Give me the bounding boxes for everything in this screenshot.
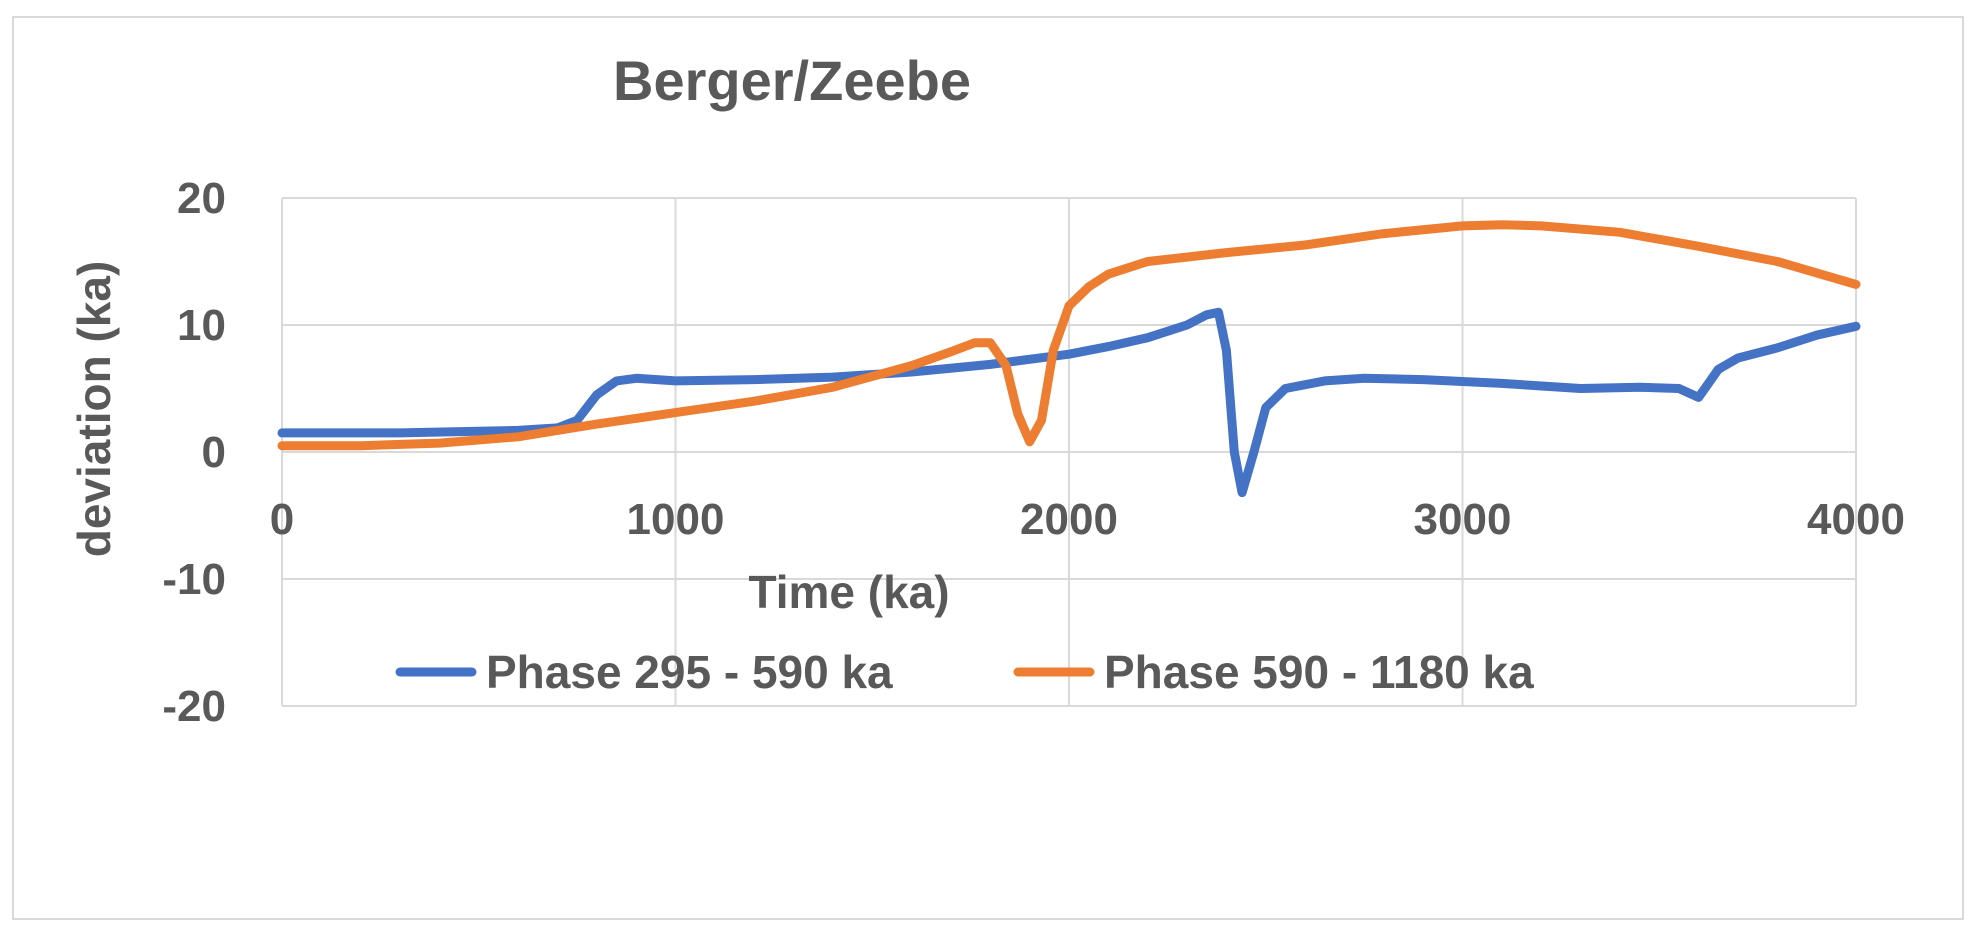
legend-label-series-2: Phase 590 - 1180 ka (1104, 646, 1534, 698)
x-axis-label: Time (ka) (748, 566, 949, 618)
x-tick-label: 4000 (1807, 495, 1905, 544)
legend-label-series-1: Phase 295 - 590 ka (486, 646, 893, 698)
y-tick-label: -20 (162, 682, 226, 731)
grid (281, 197, 1857, 707)
x-tick-label: 0 (270, 495, 294, 544)
y-axis-label: deviation (ka) (68, 261, 120, 558)
y-tick-label: 0 (202, 428, 226, 477)
series-line-1 (277, 307, 1861, 498)
y-tick-label: -10 (162, 555, 226, 604)
x-tick-labels: 0 1000 2000 3000 4000 (270, 495, 1905, 544)
x-tick-label: 3000 (1414, 495, 1512, 544)
x-tick-label: 1000 (627, 495, 725, 544)
chart-svg: Berger/Zeebe 20 10 0 -10 -20 0 1000 2000 3000 40… (68, 49, 1905, 731)
chart-title: Berger/Zeebe (613, 49, 971, 112)
series-line-2 (277, 220, 1861, 451)
series-lines (277, 220, 1861, 498)
y-tick-labels: 20 10 0 -10 -20 (162, 174, 226, 731)
y-tick-label: 10 (177, 301, 226, 350)
x-tick-label: 2000 (1020, 495, 1118, 544)
y-tick-label: 20 (177, 174, 226, 223)
legend: Phase 295 - 590 ka Phase 590 - 1180 ka (395, 646, 1534, 698)
chart-frame: Berger/Zeebe 20 10 0 -10 -20 0 1000 2000 3000 40… (12, 16, 1964, 920)
